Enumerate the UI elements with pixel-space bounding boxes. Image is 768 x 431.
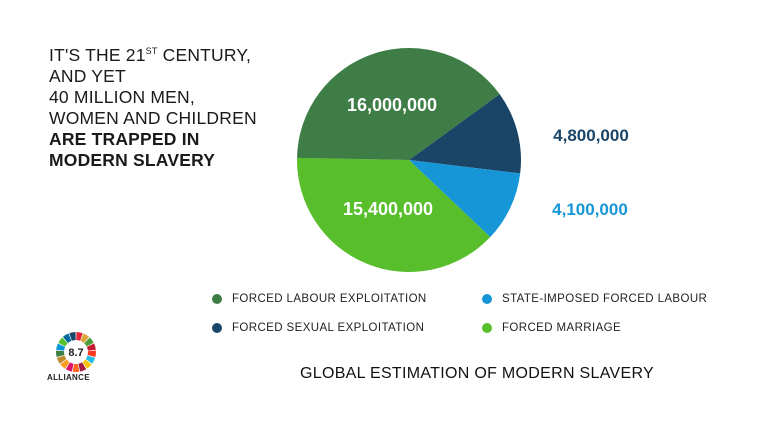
pie-slice-state-imposed-forced-labour [409,160,521,238]
headline-superscript: ST [145,46,158,56]
headline-line-2: AND YET [49,66,126,86]
legend-item-state-imposed-forced-labour: STATE-IMPOSED FORCED LABOUR [482,293,707,305]
headline-line-3: 40 MILLION MEN, [49,87,195,107]
pie-slice-forced-marriage [297,157,491,272]
logo-ring-segment [60,359,70,369]
legend-swatch [212,323,222,333]
pie-slice-forced-sexual-exploitation [409,94,521,174]
legend-label: STATE-IMPOSED FORCED LABOUR [502,293,708,305]
logo-ring-segment [56,350,65,358]
chart-legend: FORCED LABOUR EXPLOITATION FORCED SEXUAL … [212,293,742,337]
logo-ring-segment [82,359,92,369]
data-label-forced-labour-exploitation: 16,000,000 [347,95,437,115]
legend-label: FORCED LABOUR EXPLOITATION [232,293,427,305]
logo-ring-segment [56,343,66,351]
logo-ring-segment [72,363,80,372]
legend-label: FORCED SEXUAL EXPLOITATION [232,322,425,334]
logo-ring-segment [84,337,94,347]
headline-line-4: WOMEN AND CHILDREN [49,108,257,128]
logo-number: 8.7 [68,347,83,359]
data-label-state-imposed-forced-labour: 4,100,000 [552,200,628,219]
legend-item-forced-sexual-exploitation: FORCED SEXUAL EXPLOITATION [212,322,424,334]
logo-ring-segment [76,332,83,341]
legend-item-forced-labour-exploitation: FORCED LABOUR EXPLOITATION [212,293,427,305]
chart-title: GLOBAL ESTIMATION OF MODERN SLAVERY [300,365,654,382]
logo-ring-segment [65,362,74,372]
legend-label: FORCED MARRIAGE [502,322,622,334]
headline-line-1: IT'S THE 21ST CENTURY, [49,45,252,65]
logo-ring-segment [87,350,96,358]
logo-text: ALLIANCE [47,373,90,382]
logo-ring-segment [58,337,68,347]
logo-ring-segment [78,362,87,372]
logo-ring-segment [85,355,96,364]
legend-swatch [482,294,492,304]
data-label-forced-sexual-exploitation: 4,800,000 [553,126,629,145]
pie-slice-forced-labour-exploitation [297,47,500,161]
logo-ring-segment [56,355,67,364]
alliance-logo-icon: 8.7 [56,332,96,372]
data-label-forced-marriage: 15,400,000 [343,199,433,219]
headline-line-5: ARE TRAPPED IN [49,129,200,149]
logo-ring-segment [80,333,90,343]
headline-line-6: MODERN SLAVERY [49,150,216,170]
logo-ring-segment [86,343,96,351]
legend-item-forced-marriage: FORCED MARRIAGE [482,322,621,334]
legend-swatch [212,294,222,304]
logo-ring-segment [69,332,76,341]
headline: IT'S THE 21ST CENTURY, AND YET 40 MILLIO… [49,45,299,171]
logo-ring-segment [62,333,72,343]
legend-swatch [482,323,492,333]
